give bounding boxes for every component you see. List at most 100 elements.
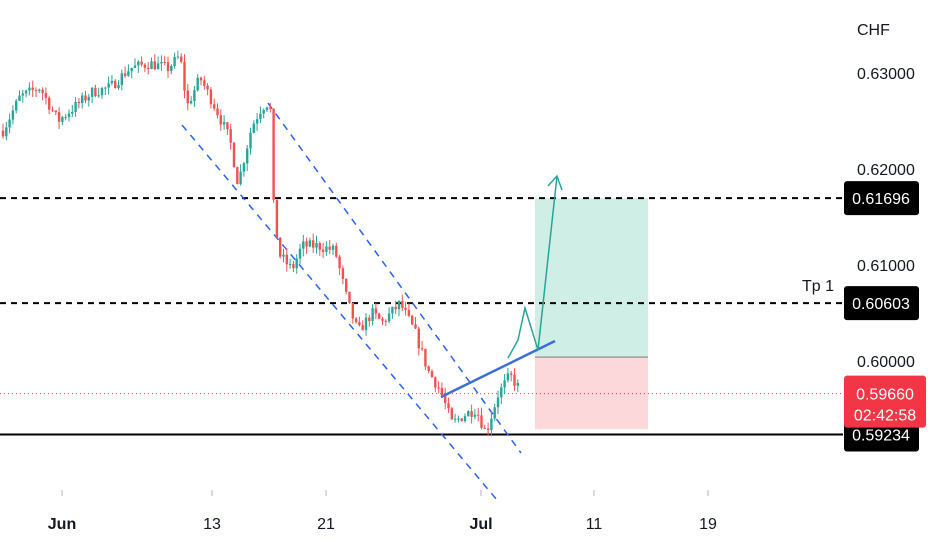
candle (285, 248, 288, 272)
candle (437, 381, 440, 394)
candle (127, 64, 130, 77)
candle (48, 95, 51, 114)
candle (114, 78, 117, 89)
time-tick-label: 21 (317, 516, 335, 533)
candle (272, 108, 275, 203)
candle (196, 74, 199, 92)
candle (308, 237, 312, 248)
time-tick-label: Jul (469, 516, 492, 533)
candle (447, 397, 450, 413)
level-annotation: Tp 1 (802, 278, 834, 295)
candle (292, 260, 295, 273)
candle (140, 56, 143, 67)
candle (8, 113, 11, 134)
candle (57, 107, 61, 129)
candle (156, 56, 160, 70)
candle (18, 90, 21, 102)
candle (170, 64, 173, 75)
candle (298, 243, 302, 265)
candle (384, 319, 387, 327)
candle (381, 317, 384, 326)
candle (295, 254, 298, 274)
time-axis[interactable]: Jun 13 21 Jul 11 19 (48, 490, 717, 533)
countdown-label: 02:42:58 (854, 408, 916, 425)
candle (265, 106, 269, 113)
candle (74, 97, 77, 117)
candle (404, 301, 407, 316)
candle (510, 370, 513, 382)
descending-channel (181, 102, 522, 501)
candle (312, 233, 315, 254)
candle (249, 127, 252, 155)
candle (11, 105, 15, 125)
candle (417, 326, 420, 356)
candle (130, 67, 133, 79)
candle (104, 86, 107, 96)
candle (430, 369, 434, 378)
candle (209, 87, 213, 109)
candle (387, 307, 391, 324)
candle (143, 63, 147, 73)
channel-lower[interactable] (181, 124, 498, 501)
candle (354, 317, 358, 324)
candle (338, 254, 341, 276)
candle (5, 121, 8, 141)
candle (15, 99, 18, 114)
breakout-trendline[interactable] (440, 339, 556, 399)
candle (213, 98, 216, 111)
candle (189, 96, 193, 105)
channel-upper[interactable] (267, 102, 522, 454)
level-badge-label: 0.59234 (852, 428, 910, 445)
time-tick-label: Jun (48, 516, 76, 533)
candle (450, 406, 453, 420)
candle (397, 300, 401, 317)
candle (71, 104, 74, 118)
candle (21, 89, 24, 103)
candle (236, 166, 239, 185)
candle (180, 53, 183, 64)
candle (345, 278, 348, 295)
candle (147, 61, 150, 75)
candle (110, 75, 114, 86)
projection-path[interactable] (507, 175, 558, 359)
candle (364, 313, 368, 336)
candle (97, 87, 100, 98)
candle (414, 316, 417, 329)
price-axis[interactable]: CHF 0.63000 0.62000 0.61000 0.60000 (857, 22, 915, 371)
candle (41, 87, 44, 101)
candle (216, 103, 219, 119)
candle (321, 242, 325, 258)
current-price-label: 0.59660 (856, 387, 914, 404)
candle (28, 82, 31, 96)
time-tick-label: 11 (586, 516, 603, 533)
candle (420, 340, 424, 352)
candle (183, 54, 186, 99)
candle (38, 88, 41, 94)
price-tick-label: 0.63000 (857, 66, 915, 83)
candle (166, 56, 170, 78)
candle (427, 365, 430, 374)
price-tick-label: 0.60000 (857, 354, 915, 371)
candle (176, 50, 180, 60)
candle (219, 109, 222, 131)
candle (513, 368, 516, 391)
candle (51, 106, 54, 113)
candle (378, 312, 381, 320)
level-badge-label: 0.61696 (852, 191, 910, 208)
candle (302, 234, 305, 257)
candle (153, 54, 156, 71)
candle (493, 403, 496, 421)
candle (288, 258, 292, 269)
candle (186, 83, 189, 111)
candle (54, 110, 57, 115)
candle (246, 145, 249, 171)
candle (467, 410, 470, 417)
projection-arrowhead (547, 174, 563, 191)
candle (328, 239, 331, 255)
candle (453, 413, 457, 423)
candle (137, 60, 140, 73)
candle (117, 80, 120, 90)
price-tick-label: 0.62000 (857, 162, 915, 179)
price-tick-label: 0.61000 (857, 258, 915, 275)
